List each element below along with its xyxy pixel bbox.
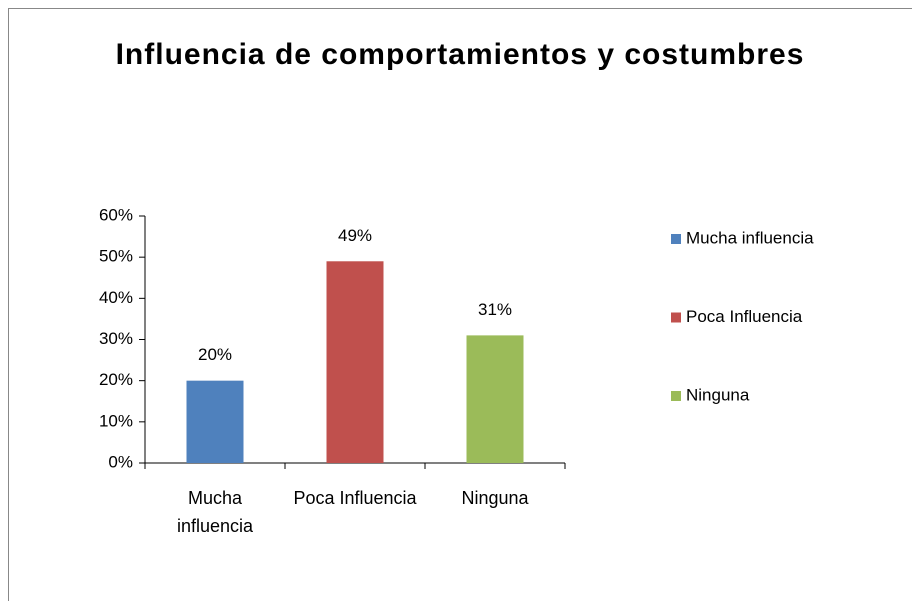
y-tick-label: 20%	[99, 370, 133, 389]
legend-label: Mucha influencia	[686, 228, 814, 247]
legend-label: Ninguna	[686, 385, 750, 404]
bar	[186, 380, 244, 463]
legend-swatch	[671, 234, 681, 244]
data-label: 49%	[338, 226, 372, 245]
chart-frame	[8, 8, 912, 601]
bar	[326, 261, 384, 463]
y-tick-label: 40%	[99, 288, 133, 307]
x-tick-label: Poca Influencia	[293, 488, 417, 508]
data-label: 20%	[198, 345, 232, 364]
bar	[466, 335, 524, 463]
y-tick-label: 10%	[99, 411, 133, 430]
legend-swatch	[671, 312, 681, 323]
chart-title: Influencia de comportamientos y costumbr…	[115, 38, 805, 71]
y-tick-label: 60%	[99, 205, 133, 224]
data-label: 31%	[478, 300, 512, 319]
x-tick-label: Mucha influencia	[176, 488, 254, 536]
x-tick-label: Ninguna	[461, 488, 529, 508]
legend-label: Poca Influencia	[686, 307, 803, 326]
y-tick-label: 0%	[108, 452, 133, 471]
y-tick-label: 50%	[99, 247, 133, 266]
y-tick-label: 30%	[99, 329, 133, 348]
legend-swatch	[671, 391, 681, 401]
